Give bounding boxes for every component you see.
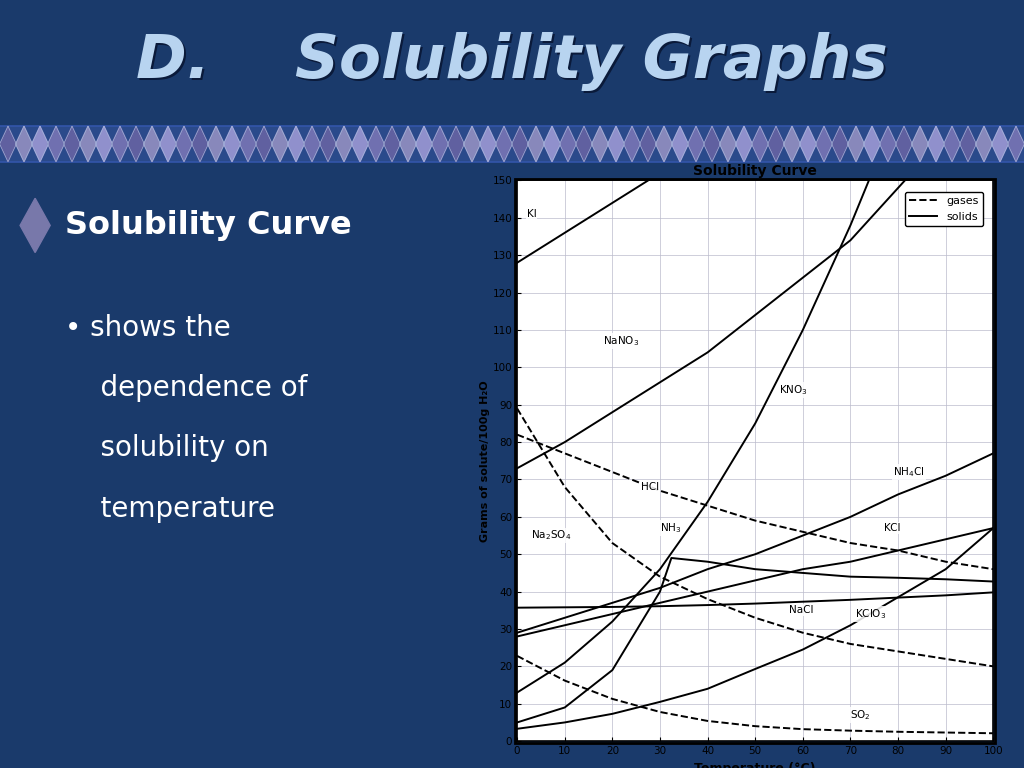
Polygon shape bbox=[831, 126, 848, 162]
Polygon shape bbox=[816, 126, 833, 162]
Text: KClO$_3$: KClO$_3$ bbox=[855, 607, 887, 621]
Polygon shape bbox=[976, 126, 992, 162]
Polygon shape bbox=[223, 126, 241, 162]
Polygon shape bbox=[416, 126, 432, 162]
Polygon shape bbox=[880, 126, 896, 162]
Polygon shape bbox=[0, 126, 16, 162]
Polygon shape bbox=[592, 126, 608, 162]
Polygon shape bbox=[768, 126, 784, 162]
Polygon shape bbox=[351, 126, 369, 162]
Polygon shape bbox=[783, 126, 801, 162]
Polygon shape bbox=[112, 126, 128, 162]
Polygon shape bbox=[560, 126, 577, 162]
Polygon shape bbox=[15, 126, 33, 162]
Polygon shape bbox=[32, 126, 48, 162]
Polygon shape bbox=[95, 126, 113, 162]
Polygon shape bbox=[143, 126, 161, 162]
Bar bbox=[0, 126, 1024, 162]
Polygon shape bbox=[128, 126, 144, 162]
Text: NH$_4$Cl: NH$_4$Cl bbox=[893, 465, 925, 479]
Text: Na$_2$SO$_4$: Na$_2$SO$_4$ bbox=[531, 528, 571, 542]
Polygon shape bbox=[863, 126, 881, 162]
Polygon shape bbox=[944, 126, 961, 162]
Polygon shape bbox=[512, 126, 528, 162]
Polygon shape bbox=[911, 126, 929, 162]
Polygon shape bbox=[271, 126, 289, 162]
Legend: gases, solids: gases, solids bbox=[905, 192, 983, 226]
Polygon shape bbox=[384, 126, 400, 162]
Polygon shape bbox=[464, 126, 480, 162]
Polygon shape bbox=[208, 126, 224, 162]
Polygon shape bbox=[703, 126, 720, 162]
Text: dependence of: dependence of bbox=[66, 374, 307, 402]
Text: NH$_3$: NH$_3$ bbox=[659, 521, 681, 535]
Title: Solubility Curve: Solubility Curve bbox=[693, 164, 817, 178]
Polygon shape bbox=[735, 126, 753, 162]
Text: NaCl: NaCl bbox=[788, 605, 813, 615]
Polygon shape bbox=[496, 126, 512, 162]
Text: KI: KI bbox=[526, 209, 537, 219]
Text: solubility on: solubility on bbox=[66, 435, 269, 462]
Polygon shape bbox=[848, 126, 864, 162]
Polygon shape bbox=[655, 126, 673, 162]
Polygon shape bbox=[319, 126, 336, 162]
Polygon shape bbox=[20, 198, 50, 253]
Polygon shape bbox=[479, 126, 497, 162]
Polygon shape bbox=[399, 126, 417, 162]
Text: HCl: HCl bbox=[641, 482, 659, 492]
Polygon shape bbox=[240, 126, 256, 162]
Polygon shape bbox=[991, 126, 1009, 162]
Text: D.    Solubility Graphs: D. Solubility Graphs bbox=[138, 35, 890, 94]
Polygon shape bbox=[752, 126, 768, 162]
Polygon shape bbox=[1008, 126, 1024, 162]
Polygon shape bbox=[176, 126, 193, 162]
X-axis label: Temperature (°C): Temperature (°C) bbox=[694, 762, 816, 768]
Polygon shape bbox=[800, 126, 816, 162]
Polygon shape bbox=[48, 126, 65, 162]
Polygon shape bbox=[640, 126, 656, 162]
Polygon shape bbox=[624, 126, 640, 162]
Polygon shape bbox=[336, 126, 352, 162]
Polygon shape bbox=[288, 126, 304, 162]
Polygon shape bbox=[191, 126, 208, 162]
Polygon shape bbox=[544, 126, 560, 162]
Polygon shape bbox=[63, 126, 80, 162]
Polygon shape bbox=[896, 126, 912, 162]
Text: Solubility Curve: Solubility Curve bbox=[66, 210, 352, 241]
Text: SO$_2$: SO$_2$ bbox=[850, 708, 871, 722]
Text: temperature: temperature bbox=[66, 495, 275, 523]
Polygon shape bbox=[304, 126, 321, 162]
Text: D.    Solubility Graphs: D. Solubility Graphs bbox=[136, 32, 888, 91]
Text: • shows the: • shows the bbox=[66, 314, 231, 342]
Polygon shape bbox=[959, 126, 976, 162]
Polygon shape bbox=[256, 126, 272, 162]
Polygon shape bbox=[575, 126, 592, 162]
Polygon shape bbox=[160, 126, 176, 162]
Text: KCl: KCl bbox=[884, 523, 900, 533]
Polygon shape bbox=[607, 126, 625, 162]
Polygon shape bbox=[432, 126, 449, 162]
Polygon shape bbox=[928, 126, 944, 162]
Polygon shape bbox=[447, 126, 464, 162]
Polygon shape bbox=[80, 126, 96, 162]
Text: NaNO$_3$: NaNO$_3$ bbox=[603, 334, 639, 348]
Polygon shape bbox=[688, 126, 705, 162]
Polygon shape bbox=[720, 126, 736, 162]
Polygon shape bbox=[368, 126, 384, 162]
Text: KNO$_3$: KNO$_3$ bbox=[779, 383, 808, 397]
Y-axis label: Grams of solute/100g H₂O: Grams of solute/100g H₂O bbox=[479, 380, 489, 541]
Polygon shape bbox=[527, 126, 545, 162]
Polygon shape bbox=[672, 126, 688, 162]
